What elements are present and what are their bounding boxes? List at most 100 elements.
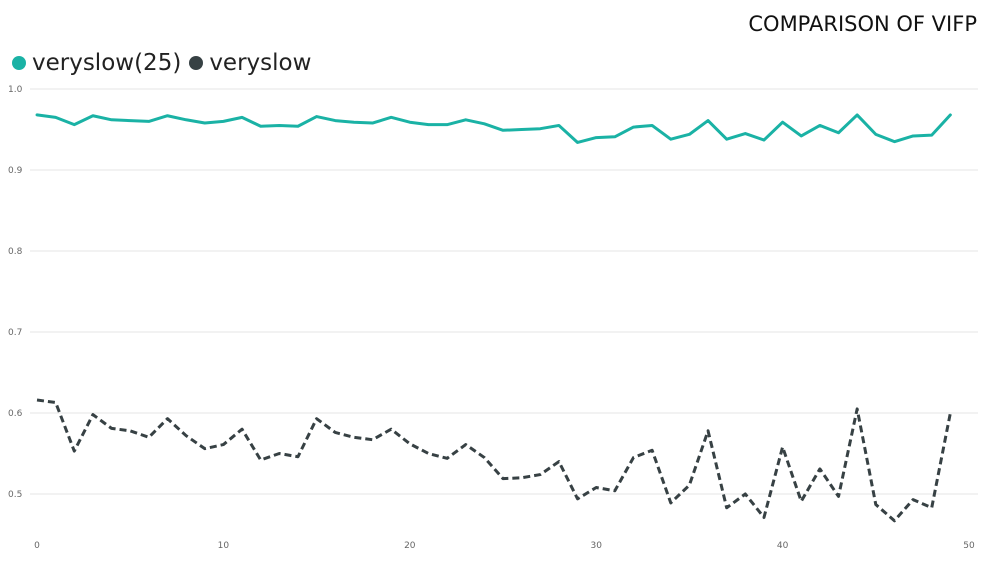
data-point xyxy=(184,118,188,122)
data-point xyxy=(259,124,263,128)
data-point xyxy=(892,519,896,523)
data-point xyxy=(743,132,747,136)
data-point xyxy=(687,132,691,136)
data-point xyxy=(352,435,356,439)
data-point xyxy=(650,448,654,452)
data-point xyxy=(892,140,896,144)
x-tick-label: 50 xyxy=(963,541,975,551)
data-point xyxy=(296,124,300,128)
data-point xyxy=(538,473,542,477)
data-point xyxy=(948,411,952,415)
data-point xyxy=(35,113,39,117)
data-point xyxy=(837,131,841,135)
data-point xyxy=(818,467,822,471)
data-point xyxy=(165,114,169,118)
data-point xyxy=(259,458,263,462)
data-point xyxy=(594,136,598,140)
y-tick-label: 0.6 xyxy=(8,409,23,419)
data-point xyxy=(837,494,841,498)
data-point xyxy=(911,134,915,138)
data-point xyxy=(930,506,934,510)
data-point xyxy=(557,123,561,127)
data-point xyxy=(706,429,710,433)
data-point xyxy=(296,455,300,459)
data-point xyxy=(520,128,524,132)
y-tick-label: 0.7 xyxy=(8,328,22,338)
data-point xyxy=(445,123,449,127)
data-point xyxy=(874,132,878,136)
data-point xyxy=(54,400,58,404)
legend-label-veryslow: veryslow xyxy=(209,50,312,76)
data-point xyxy=(91,413,95,417)
data-point xyxy=(725,506,729,510)
chart-legend: veryslow(25) veryslow xyxy=(12,50,319,76)
data-point xyxy=(781,445,785,449)
x-tick-label: 20 xyxy=(404,541,416,551)
data-point xyxy=(501,477,505,481)
data-point xyxy=(240,427,244,431)
series-line-veryslow-25 xyxy=(35,113,952,144)
legend-label-veryslow-25: veryslow(25) xyxy=(32,50,182,76)
data-point xyxy=(165,417,169,421)
data-point xyxy=(110,118,114,122)
data-point xyxy=(91,114,95,118)
data-point xyxy=(743,492,747,496)
data-point xyxy=(389,427,393,431)
data-point xyxy=(613,135,617,139)
data-point xyxy=(930,133,934,137)
data-point xyxy=(426,452,430,456)
data-point xyxy=(203,121,207,125)
data-point xyxy=(706,119,710,123)
data-point xyxy=(855,407,859,411)
data-point xyxy=(35,398,39,402)
data-point xyxy=(725,137,729,141)
data-point xyxy=(408,442,412,446)
data-point xyxy=(315,417,319,421)
data-point xyxy=(594,486,598,490)
data-point xyxy=(669,501,673,505)
data-point xyxy=(72,449,76,453)
data-point xyxy=(315,115,319,119)
y-tick-label: 1.0 xyxy=(8,85,23,95)
data-point xyxy=(520,476,524,480)
y-tick-label: 0.9 xyxy=(8,166,23,176)
data-point xyxy=(464,443,468,447)
data-point xyxy=(576,497,580,501)
y-tick-label: 0.5 xyxy=(8,490,22,500)
legend-marker-veryslow xyxy=(189,56,204,70)
data-point xyxy=(687,483,691,487)
data-point xyxy=(371,121,375,125)
data-point xyxy=(277,452,281,456)
data-point xyxy=(221,119,225,123)
data-point xyxy=(128,429,132,433)
data-point xyxy=(631,125,635,129)
data-point xyxy=(352,120,356,124)
chart-title: COMPARISON OF VIFP xyxy=(748,12,977,36)
x-tick-label: 0 xyxy=(34,541,40,551)
data-point xyxy=(277,123,281,127)
data-point xyxy=(54,115,58,119)
data-point xyxy=(762,138,766,142)
x-tick-label: 30 xyxy=(590,541,602,551)
data-point xyxy=(221,443,225,447)
data-point xyxy=(781,120,785,124)
data-point xyxy=(799,499,803,503)
x-tick-label: 40 xyxy=(777,541,789,551)
data-point xyxy=(538,127,542,131)
y-tick-label: 0.8 xyxy=(8,247,23,257)
data-point xyxy=(371,438,375,442)
series-line-veryslow xyxy=(36,398,952,523)
data-point xyxy=(445,456,449,460)
x-tick-label: 10 xyxy=(218,541,230,551)
data-point xyxy=(613,489,617,493)
data-point xyxy=(110,426,114,430)
legend-item-veryslow-25[interactable]: veryslow(25) xyxy=(12,50,181,76)
data-point xyxy=(631,456,635,460)
data-point xyxy=(650,123,654,127)
data-point xyxy=(557,460,561,464)
data-point xyxy=(240,115,244,119)
data-point xyxy=(855,113,859,117)
legend-item-veryslow[interactable]: veryslow xyxy=(189,50,311,76)
data-point xyxy=(482,122,486,126)
data-point xyxy=(762,515,766,519)
